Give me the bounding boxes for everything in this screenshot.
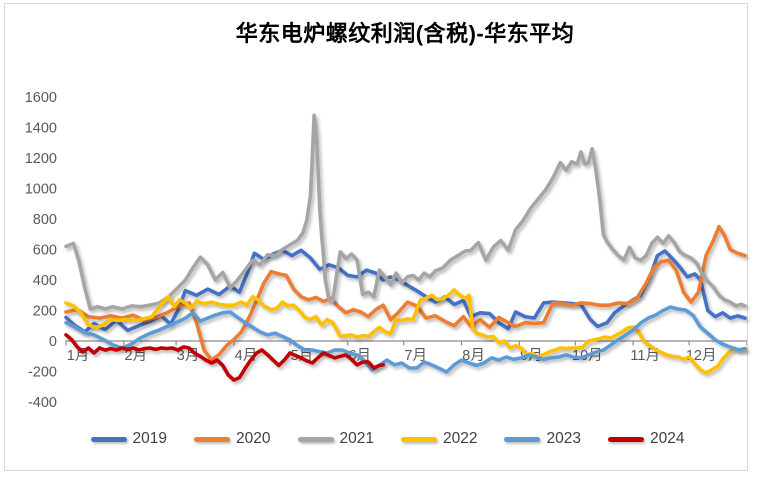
chart-legend: 2019 2020 2021 2022 2023 2024: [0, 430, 775, 448]
series-line-2021: [64, 113, 747, 311]
y-tick-label: 800: [33, 212, 57, 228]
y-tick-label: -400: [28, 395, 57, 411]
y-tick-label: 600: [33, 243, 57, 259]
y-tick-label: -200: [28, 365, 57, 381]
y-tick-label: 1000: [25, 182, 57, 198]
series-layer: [64, 113, 747, 382]
series-line-2022: [64, 288, 747, 375]
legend-label-2024: 2024: [649, 430, 685, 447]
legend-swatch-2023: [504, 436, 541, 442]
legend-label-2020: 2020: [236, 430, 271, 447]
legend-item-2021: 2021: [297, 430, 374, 448]
legend-item-2024: 2024: [607, 430, 685, 448]
legend-label-2019: 2019: [132, 430, 168, 447]
legend-item-2020: 2020: [194, 430, 271, 448]
x-tick-label: 2月: [125, 348, 148, 364]
x-tick-label: 8月: [462, 348, 485, 364]
y-tick-label: 200: [33, 304, 57, 320]
legend-label-2022: 2022: [443, 430, 478, 447]
legend-item-2022: 2022: [401, 430, 477, 448]
legend-label-2023: 2023: [546, 430, 581, 447]
legend-swatch-2019: [90, 436, 127, 442]
y-tick-label: 400: [33, 273, 57, 289]
legend-label-2021: 2021: [339, 430, 374, 447]
chart-title: 华东电炉螺纹利润(含税)-华东平均: [235, 21, 575, 46]
legend-swatch-2021: [297, 436, 334, 442]
legend-item-2019: 2019: [90, 430, 168, 448]
series-line-2023: [64, 305, 747, 374]
legend-swatch-2020: [194, 436, 231, 442]
y-tick-label: 1400: [25, 121, 57, 137]
x-tick-label: 7月: [404, 348, 427, 364]
legend-swatch-2024: [607, 436, 644, 442]
legend-swatch-2022: [401, 436, 437, 442]
series-line-2024: [64, 333, 386, 382]
legend-item-2023: 2023: [504, 430, 581, 448]
y-tick-label: 0: [49, 334, 57, 350]
y-tick-label: 1200: [25, 151, 57, 167]
x-tick-label: 11月: [630, 348, 660, 364]
series-line-2020: [64, 224, 747, 362]
y-tick-label: 1600: [25, 90, 57, 106]
